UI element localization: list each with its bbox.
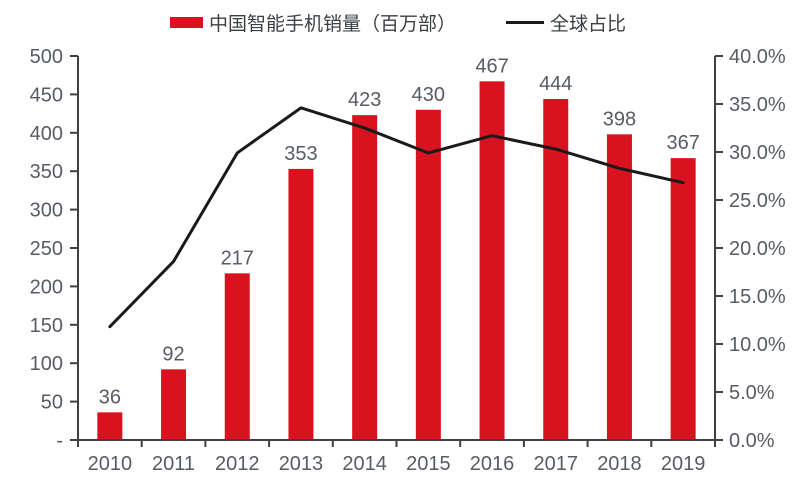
left-axis-tick-label: 50 <box>41 392 63 414</box>
x-axis-tick-label: 2015 <box>406 453 451 475</box>
line-series-legend-label: 全球占比 <box>550 14 627 35</box>
right-axis-tick-label: 35.0% <box>729 94 786 116</box>
x-axis-tick-label: 2010 <box>88 453 133 475</box>
left-axis-tick-label: 450 <box>30 84 63 106</box>
bar-value-label: 423 <box>348 89 381 111</box>
bar <box>415 109 441 441</box>
bar-value-label: 36 <box>99 386 121 408</box>
bar-value-label: 398 <box>603 108 636 130</box>
x-axis-tick-label: 2012 <box>215 453 260 475</box>
bar-value-label: 444 <box>539 73 572 95</box>
bar-value-label: 430 <box>412 84 445 106</box>
bar-series-legend-label: 中国智能手机销量（百万部） <box>209 14 457 35</box>
right-axis-tick-label: 0.0% <box>729 430 775 452</box>
left-axis-tick-label: 300 <box>30 200 63 222</box>
bar <box>224 273 250 441</box>
bar <box>161 369 187 441</box>
x-axis-tick-label: 2011 <box>152 453 195 475</box>
bar <box>97 412 123 441</box>
bar <box>670 158 696 442</box>
legend-item-bar-series: 中国智能手机销量（百万部） <box>170 9 456 36</box>
right-axis-tick-label: 30.0% <box>729 142 786 164</box>
right-axis-tick-label: 5.0% <box>729 382 775 404</box>
right-axis-tick-label: 25.0% <box>729 190 786 212</box>
line-series <box>108 106 685 329</box>
x-axis-tick-label: 2014 <box>342 453 387 475</box>
left-axis-tick-label: 500 <box>30 46 63 68</box>
left-axis-tick-label: 400 <box>30 123 63 145</box>
bar-value-label: 353 <box>284 143 317 165</box>
line-series-swatch <box>506 21 545 24</box>
right-axis-tick-label: 10.0% <box>729 334 786 356</box>
bar <box>606 134 632 441</box>
x-axis-tick-label: 2019 <box>661 453 706 475</box>
bar-value-label: 467 <box>475 55 508 77</box>
bar <box>543 99 569 442</box>
left-axis-tick-label: 350 <box>30 161 63 183</box>
x-axis-tick-label: 2018 <box>597 453 642 475</box>
right-axis-tick-label: 20.0% <box>729 238 786 260</box>
bar-value-label: 92 <box>162 343 184 365</box>
bar-series-swatch <box>170 17 203 28</box>
right-axis-tick-label: 40.0% <box>729 46 786 68</box>
legend-item-line-series: 全球占比 <box>506 9 626 36</box>
left-axis-tick-label: 200 <box>30 276 63 298</box>
bar <box>479 81 505 442</box>
x-axis-tick-label: 2013 <box>279 453 324 475</box>
bar-value-label: 217 <box>221 247 254 269</box>
left-axis-tick-label: 100 <box>30 353 63 375</box>
left-axis-tick-label: - <box>56 430 63 452</box>
bar-value-label: 367 <box>666 132 699 154</box>
x-axis-tick-label: 2017 <box>534 453 579 475</box>
left-axis-tick-label: 250 <box>30 238 63 260</box>
bar <box>352 115 378 442</box>
left-axis-tick-label: 150 <box>30 315 63 337</box>
x-axis-tick-label: 2016 <box>470 453 515 475</box>
right-axis-tick-label: 15.0% <box>729 286 786 308</box>
bar <box>288 168 314 441</box>
chart-legend: 中国智能手机销量（百万部） 全球占比 <box>170 9 626 36</box>
